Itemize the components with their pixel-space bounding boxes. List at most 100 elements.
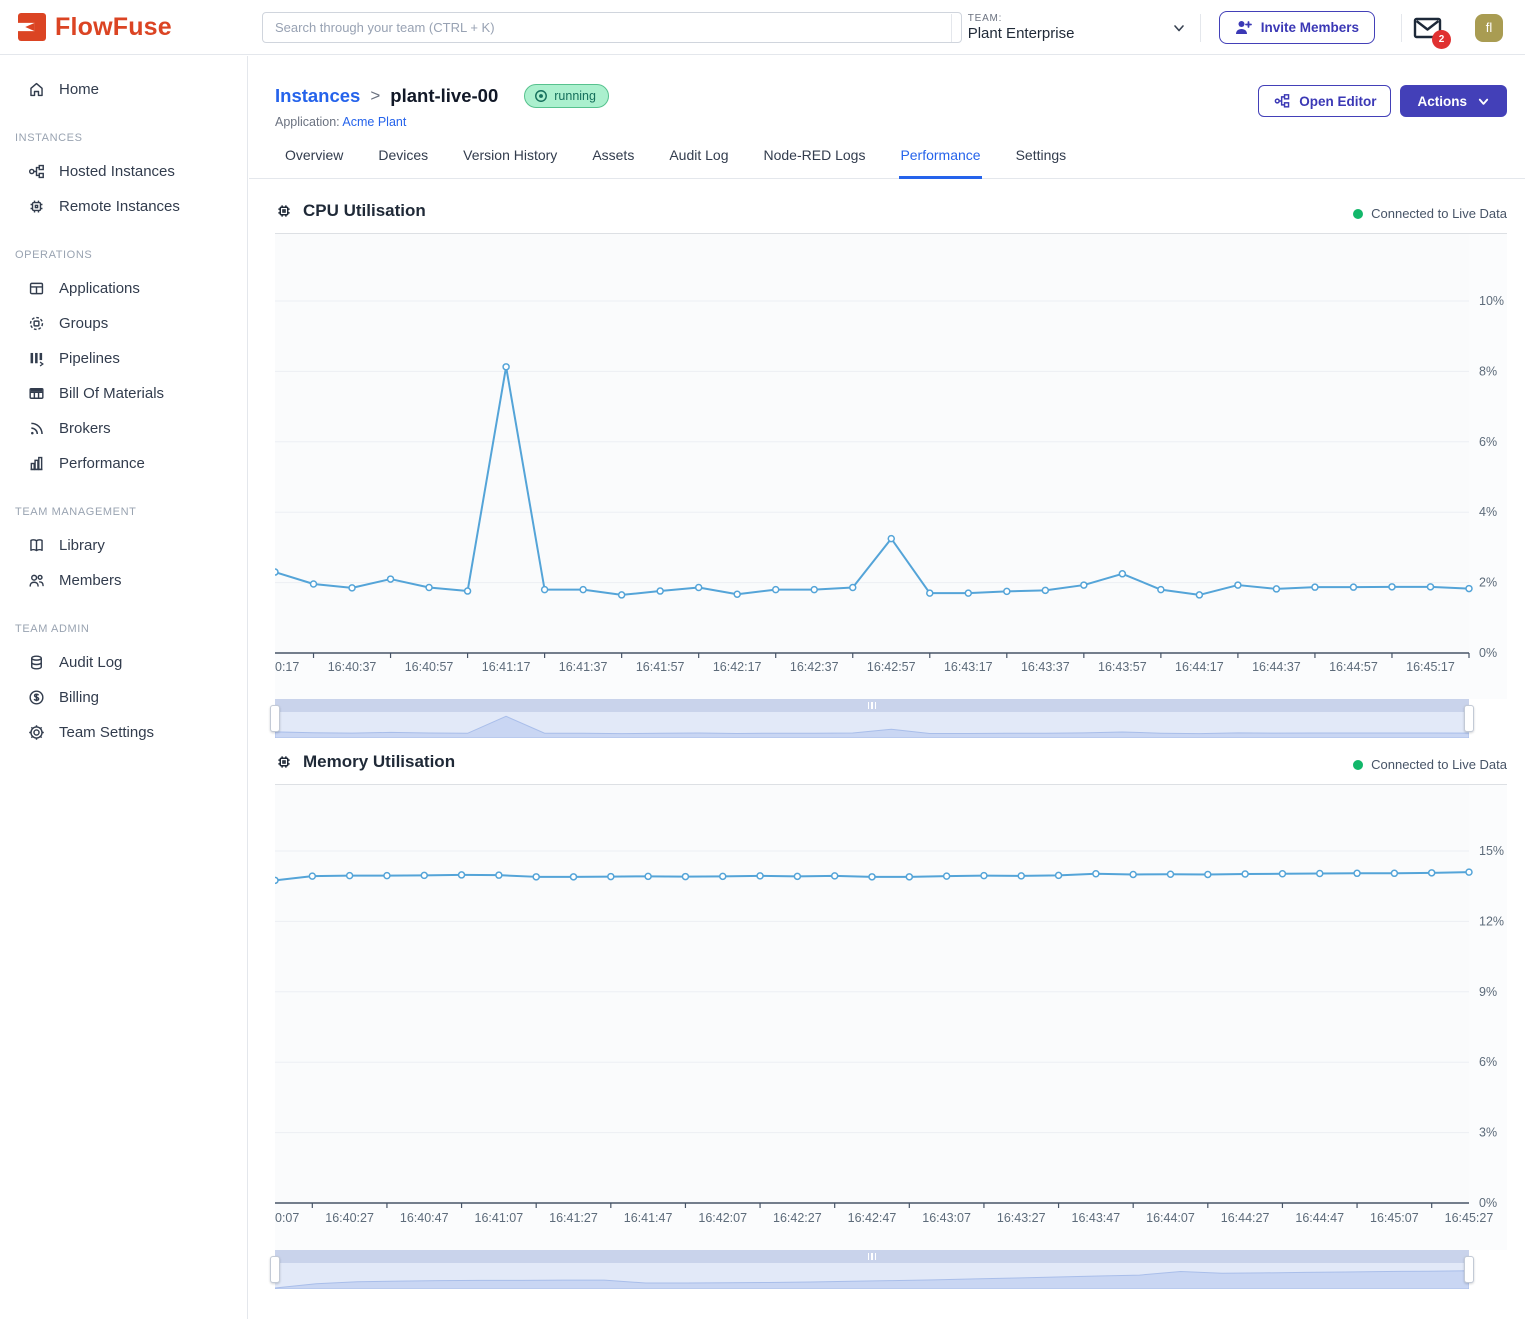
status-badge: running — [524, 84, 609, 108]
sidebar-item-groups[interactable]: Groups — [0, 306, 247, 341]
svg-text:16:44:47: 16:44:47 — [1295, 1211, 1344, 1225]
tab-audit-log[interactable]: Audit Log — [668, 147, 729, 179]
audit-log-icon — [27, 653, 46, 672]
svg-text:16:44:37: 16:44:37 — [1252, 660, 1301, 674]
svg-text:8%: 8% — [1479, 364, 1497, 378]
svg-text:16:44:07: 16:44:07 — [1146, 1211, 1195, 1225]
cpu-live-status-label: Connected to Live Data — [1371, 206, 1507, 221]
sidebar-item-billing[interactable]: Billing — [0, 680, 247, 715]
tab-devices[interactable]: Devices — [377, 147, 429, 179]
svg-text:16:41:57: 16:41:57 — [636, 660, 685, 674]
sidebar-item-label: Home — [59, 81, 99, 98]
chevron-down-icon — [1172, 21, 1186, 35]
memory-brush-grip[interactable] — [275, 1250, 1469, 1263]
svg-text:6%: 6% — [1479, 435, 1497, 449]
svg-text:16:42:47: 16:42:47 — [848, 1211, 897, 1225]
svg-text:0%: 0% — [1479, 646, 1497, 660]
actions-button[interactable]: Actions — [1400, 85, 1507, 117]
tab-version-history[interactable]: Version History — [462, 147, 558, 179]
memory-brush-handle-left[interactable] — [270, 1256, 280, 1283]
svg-text:16:40:37: 16:40:37 — [328, 660, 377, 674]
sidebar-item-library[interactable]: Library — [0, 528, 247, 563]
live-dot-icon — [1353, 760, 1363, 770]
tab-overview[interactable]: Overview — [284, 147, 344, 179]
notification-count-badge: 2 — [1432, 30, 1451, 49]
sidebar: Home INSTANCES Hosted Instances Remote I… — [0, 56, 248, 1319]
groups-icon — [27, 314, 46, 333]
svg-text:2%: 2% — [1479, 576, 1497, 590]
sidebar-item-home[interactable]: Home — [0, 72, 247, 107]
sidebar-item-label: Billing — [59, 689, 99, 706]
tab-assets[interactable]: Assets — [591, 147, 635, 179]
memory-chart-zoom-brush[interactable] — [275, 1250, 1469, 1289]
avatar[interactable]: fl — [1475, 14, 1503, 42]
memory-brush-handle-right[interactable] — [1464, 1256, 1474, 1283]
avatar-initials: fl — [1486, 20, 1493, 35]
invite-members-button[interactable]: Invite Members — [1219, 11, 1375, 44]
sidebar-item-hosted-instances[interactable]: Hosted Instances — [0, 154, 247, 189]
search-input[interactable] — [262, 12, 962, 43]
tab-bar: Overview Devices Version History Assets … — [249, 147, 1525, 179]
sidebar-section-team-admin: TEAM ADMIN — [0, 598, 247, 645]
tab-node-red-logs[interactable]: Node-RED Logs — [763, 147, 867, 179]
svg-text:16:43:07: 16:43:07 — [922, 1211, 971, 1225]
svg-text:16:45:07: 16:45:07 — [1370, 1211, 1419, 1225]
sidebar-item-members[interactable]: Members — [0, 563, 247, 598]
sidebar-item-label: Applications — [59, 280, 140, 297]
sidebar-item-label: Audit Log — [59, 654, 122, 671]
svg-text:16:43:17: 16:43:17 — [944, 660, 993, 674]
actions-label: Actions — [1417, 94, 1467, 109]
cpu-chart-zoom-brush[interactable] — [275, 699, 1469, 738]
open-editor-button[interactable]: Open Editor — [1258, 85, 1391, 117]
svg-text:4%: 4% — [1479, 505, 1497, 519]
svg-text:16:40:47: 16:40:47 — [400, 1211, 449, 1225]
memory-brush-minimap[interactable] — [275, 1263, 1469, 1289]
notifications-button[interactable]: 2 — [1410, 11, 1444, 45]
running-icon — [534, 89, 548, 103]
sidebar-item-label: Performance — [59, 455, 145, 472]
team-selector[interactable]: TEAM: Plant Enterprise — [952, 13, 1200, 42]
sidebar-item-brokers[interactable]: Brokers — [0, 411, 247, 446]
members-icon — [27, 571, 46, 590]
status-badge-label: running — [554, 89, 596, 103]
svg-text:10%: 10% — [1479, 294, 1504, 308]
application-row: Application: Acme Plant — [275, 115, 1507, 129]
sidebar-item-applications[interactable]: Applications — [0, 271, 247, 306]
topbar: FlowFuse TEAM: Plant Enterprise Invite M… — [0, 0, 1525, 55]
breadcrumb-instances-link[interactable]: Instances — [275, 85, 360, 107]
cpu-section-title: CPU Utilisation — [303, 201, 426, 221]
svg-text:6%: 6% — [1479, 1055, 1497, 1069]
sidebar-item-label: Library — [59, 537, 105, 554]
svg-text:16:43:47: 16:43:47 — [1072, 1211, 1121, 1225]
tab-settings[interactable]: Settings — [1015, 147, 1068, 179]
sidebar-item-bill-of-materials[interactable]: Bill Of Materials — [0, 376, 247, 411]
cpu-brush-handle-left[interactable] — [270, 705, 280, 732]
svg-text:16:40:27: 16:40:27 — [325, 1211, 374, 1225]
application-label: Application: — [275, 115, 340, 129]
flowfuse-logo[interactable]: FlowFuse — [0, 13, 248, 42]
cpu-brush-grip[interactable] — [275, 699, 1469, 712]
memory-live-status: Connected to Live Data — [1353, 757, 1507, 772]
svg-text:16:41:27: 16:41:27 — [549, 1211, 598, 1225]
sidebar-item-team-settings[interactable]: Team Settings — [0, 715, 247, 750]
sidebar-item-performance[interactable]: Performance — [0, 446, 247, 481]
sidebar-item-remote-instances[interactable]: Remote Instances — [0, 189, 247, 224]
tab-performance[interactable]: Performance — [899, 147, 981, 179]
svg-text:9%: 9% — [1479, 985, 1497, 999]
svg-text:12%: 12% — [1479, 914, 1504, 928]
team-label: TEAM: — [968, 13, 1075, 24]
sidebar-item-pipelines[interactable]: Pipelines — [0, 341, 247, 376]
divider — [1401, 14, 1402, 42]
breadcrumb-separator: > — [370, 86, 380, 106]
svg-text:0%: 0% — [1479, 1196, 1497, 1210]
instance-name: plant-live-00 — [390, 85, 498, 107]
logo-text: FlowFuse — [55, 13, 172, 42]
sidebar-item-label: Members — [59, 572, 122, 589]
billing-icon — [27, 688, 46, 707]
svg-text:16:45:27: 16:45:27 — [1445, 1211, 1494, 1225]
application-link[interactable]: Acme Plant — [342, 115, 406, 129]
user-plus-icon — [1235, 20, 1252, 35]
sidebar-item-audit-log[interactable]: Audit Log — [0, 645, 247, 680]
cpu-brush-minimap[interactable] — [275, 712, 1469, 738]
cpu-brush-handle-right[interactable] — [1464, 705, 1474, 732]
